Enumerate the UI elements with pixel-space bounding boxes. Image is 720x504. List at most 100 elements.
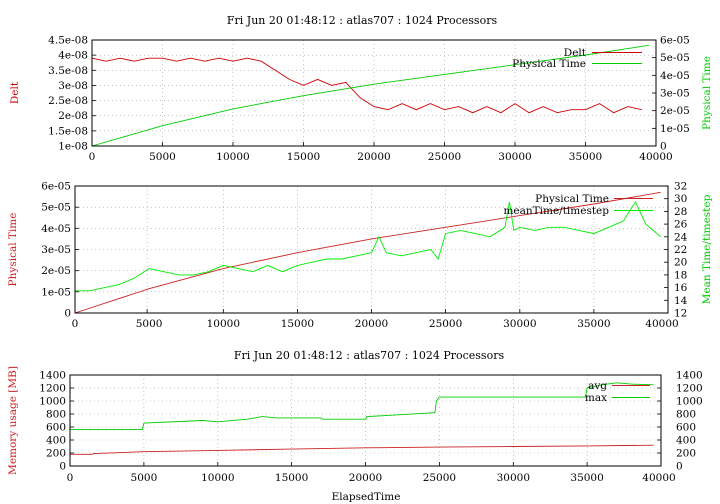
x-tick-label: 15000: [275, 472, 308, 484]
y-tick-label: 1200: [39, 383, 66, 395]
panel-2-grid: [75, 186, 668, 313]
y-tick-label: 6e-05: [41, 181, 71, 193]
series-line-physical-time: [91, 44, 650, 147]
x-tick-label: 20000: [349, 472, 382, 484]
y-right-tick-label: 30: [674, 193, 687, 205]
x-tick-label: 35000: [569, 151, 602, 163]
x-tick-label: 40000: [639, 151, 672, 163]
x-tick-label: 15000: [281, 318, 314, 330]
y-right-tick-label: 26: [674, 219, 688, 231]
panel-2-y-right-tick-labels: 12 14 16 18 20 22 24 26 28 30 32: [674, 181, 688, 320]
legend-label: meanTime/timestep: [503, 205, 609, 217]
x-tick-label: 30000: [498, 151, 531, 163]
panel-3-frame: [69, 374, 662, 467]
x-tick-label: 30000: [497, 472, 530, 484]
panel-3: Fri Jun 20 01:48:12 : atlas707 : 1024 Pr…: [7, 349, 703, 503]
panel-1-ticks: [92, 54, 656, 146]
y-tick-label: 4e-05: [41, 223, 71, 235]
legend-label: Physical Time: [535, 193, 609, 205]
y-right-tick-label: 12: [674, 308, 687, 320]
y-right-tick-label: 2e-05: [660, 105, 690, 117]
y-right-tick-label: 3e-05: [660, 88, 690, 100]
y-tick-label: 800: [46, 409, 66, 421]
panel-2-y-left-tick-labels: 0 1e-05 2e-05 3e-05 4e-05 5e-05 6e-05: [41, 181, 71, 320]
panel-1-x-tick-labels: 0 5000 10000 15000 20000 25000 30000 350…: [89, 151, 673, 163]
y-right-tick-label: 22: [674, 244, 687, 256]
panel-3-y-right-tick-labels: 0 200 400 600 800 1000 1200 1400: [676, 370, 703, 473]
y-right-tick-label: 200: [676, 448, 696, 460]
x-tick-label: 0: [72, 318, 79, 330]
y-right-tick-label: 4e-05: [660, 70, 690, 82]
panel-2-x-tick-labels: 0 5000 10000 15000 20000 25000 30000 350…: [72, 318, 679, 330]
panel-3-legend: avg max: [585, 380, 650, 404]
x-tick-label: 5000: [149, 151, 176, 163]
x-tick-label: 25000: [429, 318, 462, 330]
panel-2-legend: Physical Time meanTime/timestep: [503, 193, 653, 217]
x-tick-label: 10000: [201, 472, 234, 484]
panel-3-ticks: [70, 387, 661, 466]
x-tick-label: 35000: [577, 318, 610, 330]
y-tick-label: 0: [59, 461, 66, 473]
legend-label: Delt: [564, 47, 587, 59]
series-line-delt: [91, 57, 642, 114]
panel-3-y-left-tick-labels: 0 200 400 600 800 1000 1200 1400: [39, 370, 66, 473]
y-tick-label: 3.5e-08: [48, 65, 88, 77]
y-tick-label: 1000: [39, 396, 66, 408]
y-tick-label: 0: [64, 308, 71, 320]
x-tick-label: 0: [89, 151, 96, 163]
legend-label: Physical Time: [512, 58, 586, 70]
y-tick-label: 200: [46, 448, 66, 460]
y-tick-label: 1.5e-08: [48, 125, 88, 137]
y-right-tick-label: 32: [674, 181, 687, 193]
y-right-tick-label: 16: [674, 282, 688, 294]
panel-2-y-right-label: Mean Time/timestep: [701, 194, 713, 304]
y-right-tick-label: 28: [674, 206, 687, 218]
panel-1: Fri Jun 20 01:48:12 : atlas707 : 1024 Pr…: [9, 14, 713, 163]
panel-2-y-left-label: Physical Time: [7, 213, 19, 287]
x-tick-label: 0: [67, 472, 74, 484]
series-line-max: [70, 382, 654, 431]
y-right-tick-label: 600: [676, 422, 696, 434]
y-right-tick-label: 24: [674, 231, 688, 243]
panel-3-title: Fri Jun 20 01:48:12 : atlas707 : 1024 Pr…: [234, 349, 505, 362]
panel-2-frame: [74, 185, 669, 314]
panel-1-y-right-tick-labels: 0 1e-05 2e-05 3e-05 4e-05 5e-05 6e-05: [660, 35, 690, 153]
series-line-avg: [70, 444, 654, 455]
y-right-tick-label: 14: [674, 295, 688, 307]
legend-label: max: [585, 392, 607, 404]
x-tick-label: 30000: [503, 318, 536, 330]
panel-1-title: Fri Jun 20 01:48:12 : atlas707 : 1024 Pr…: [227, 14, 498, 27]
panel-2: 0 5000 10000 15000 20000 25000 30000 350…: [7, 181, 713, 331]
panel-2-series: [74, 191, 661, 314]
panel-1-frame: [91, 39, 657, 147]
y-right-tick-label: 6e-05: [660, 35, 690, 47]
panel-2-ticks: [75, 198, 668, 313]
x-tick-label: 10000: [216, 151, 249, 163]
y-right-tick-label: 5e-05: [660, 52, 690, 64]
x-tick-label: 40000: [645, 318, 678, 330]
y-tick-label: 1e-05: [41, 286, 71, 298]
y-tick-label: 3e-05: [41, 244, 71, 256]
panel-1-y-right-label: Physical Time: [701, 56, 713, 130]
panel-3-x-label: ElapsedTime: [332, 491, 401, 503]
panel-3-x-tick-labels: 0 5000 10000 15000 20000 25000 30000 350…: [67, 472, 676, 484]
y-right-tick-label: 1400: [676, 370, 703, 382]
panel-3-series: [70, 382, 654, 455]
y-tick-label: 2e-05: [41, 265, 71, 277]
panel-1-y-left-tick-labels: 1e-08 1.5e-08 2e-08 2.5e-08 3e-08 3.5e-0…: [48, 35, 88, 153]
x-tick-label: 25000: [428, 151, 461, 163]
y-right-tick-label: 1200: [676, 383, 703, 395]
x-tick-label: 5000: [136, 318, 163, 330]
y-right-tick-label: 20: [674, 257, 687, 269]
y-right-tick-label: 18: [674, 269, 687, 281]
y-right-tick-label: 400: [676, 435, 696, 447]
series-line-physical-time: [74, 191, 661, 314]
y-right-tick-label: 1000: [676, 396, 703, 408]
y-tick-label: 1400: [39, 370, 66, 382]
y-tick-label: 2e-08: [58, 110, 88, 122]
panel-3-y-left-label: Memory usage [MB]: [7, 366, 19, 475]
x-tick-label: 20000: [357, 151, 390, 163]
x-tick-label: 25000: [423, 472, 456, 484]
y-right-tick-label: 0: [676, 461, 683, 473]
